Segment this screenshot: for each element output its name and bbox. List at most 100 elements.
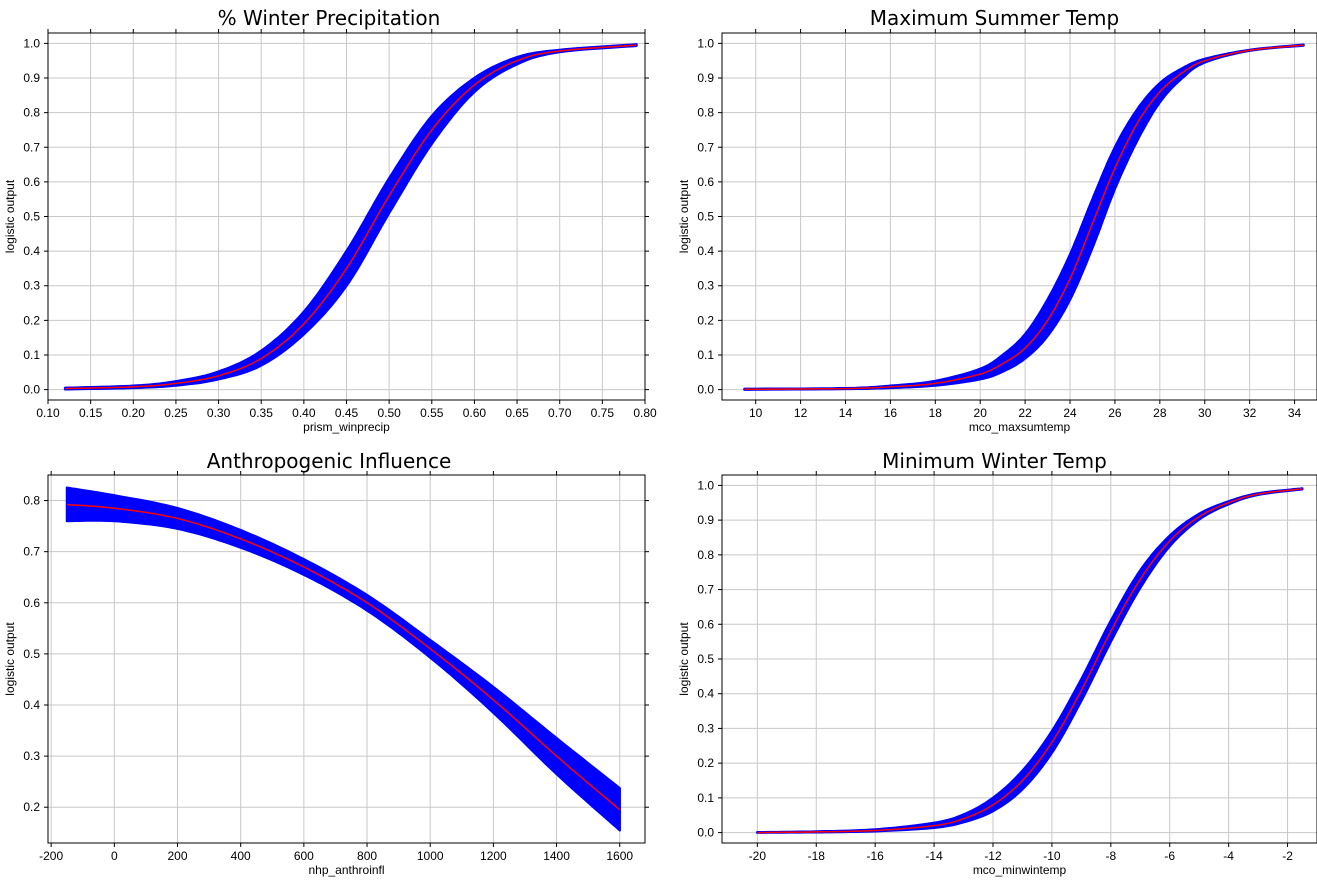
x-tick-label: 0.25 — [164, 406, 188, 420]
chart-title: Maximum Summer Temp — [869, 6, 1120, 30]
x-tick-label: 0 — [111, 849, 118, 863]
y-tick-label: 0.3 — [23, 279, 40, 293]
x-tick-label: 200 — [167, 849, 187, 863]
x-tick-label: 1200 — [480, 849, 507, 863]
y-tick-label: 0.3 — [23, 749, 40, 763]
x-tick-label: 10 — [749, 406, 763, 420]
x-tick-label: 0.80 — [633, 406, 657, 420]
x-tick-label: 0.20 — [122, 406, 146, 420]
series-mean-line — [66, 503, 621, 811]
y-tick-label: 0.8 — [23, 106, 40, 120]
x-tick-label: 18 — [929, 406, 943, 420]
y-tick-label: 1.0 — [697, 36, 714, 50]
x-tick-label: -16 — [866, 849, 884, 863]
x-tick-label: 24 — [1063, 406, 1077, 420]
chart-title: Minimum Winter Temp — [882, 449, 1107, 473]
y-axis-label: logistic output — [3, 179, 17, 253]
x-tick-label: 800 — [357, 849, 377, 863]
y-tick-label: 0.3 — [697, 279, 714, 293]
x-tick-label: 1400 — [543, 849, 570, 863]
x-tick-label: 600 — [294, 849, 314, 863]
y-tick-label: 0.5 — [23, 647, 40, 661]
x-tick-label: 1000 — [417, 849, 444, 863]
y-tick-label: 0.5 — [23, 210, 40, 224]
y-tick-label: 0.2 — [697, 756, 714, 770]
chart-plot: -20 -18 -16 -14 -12 -10 -8 -6 -4 -2 0.0 0.1 0.2 0.3 0.… — [677, 471, 1317, 877]
chart-plot: -200 0 200 400 600 800 1000 1200 1400 1600 0.2 0.3 0… — [3, 471, 649, 877]
y-tick-label: 0.8 — [697, 106, 714, 120]
x-tick-label: 14 — [839, 406, 853, 420]
x-tick-label: 0.60 — [463, 406, 487, 420]
series-mean-line — [744, 44, 1304, 391]
y-tick-label: 0.5 — [697, 652, 714, 666]
chart-panel-anthropogenic-influence: Anthropogenic Influence -200 0 200 400 600 80… — [0, 443, 658, 886]
y-tick-label: 0.0 — [697, 383, 714, 397]
x-axis-label: nhp_anthroinfl — [308, 863, 384, 877]
x-tick-label: -18 — [808, 849, 826, 863]
y-tick-label: 0.0 — [23, 383, 40, 397]
x-tick-label: -20 — [749, 849, 767, 863]
y-tick-label: 0.6 — [23, 596, 40, 610]
x-tick-label: -8 — [1105, 849, 1116, 863]
y-tick-label: 0.9 — [697, 513, 714, 527]
chart-panel-min-winter-temp: Minimum Winter Temp -20 -18 -16 -14 -12 -10 -8… — [672, 443, 1317, 886]
series-mean-line — [65, 44, 637, 390]
chart-plot: 10 12 14 16 18 20 22 24 26 28 30 32 34 0.0 0.1 0.2 0.3 0.… — [677, 29, 1317, 434]
series-band — [743, 43, 1305, 391]
y-tick-label: 0.9 — [697, 71, 714, 85]
x-axis-label: prism_winprecip — [303, 420, 390, 434]
x-tick-label: 32 — [1243, 406, 1257, 420]
y-tick-label: 1.0 — [697, 478, 714, 492]
plot-frame — [47, 474, 646, 844]
x-tick-label: 0.70 — [548, 406, 572, 420]
y-tick-label: 0.6 — [697, 175, 714, 189]
y-tick-label: 0.6 — [697, 617, 714, 631]
x-tick-label: 30 — [1198, 406, 1212, 420]
x-tick-label: 0.65 — [505, 406, 529, 420]
y-tick-label: 0.0 — [697, 826, 714, 840]
x-tick-label: 0.40 — [292, 406, 316, 420]
y-axis-label: logistic output — [677, 179, 691, 253]
chart-title: % Winter Precipitation — [217, 6, 441, 30]
x-tick-label: -4 — [1223, 849, 1234, 863]
series-mean-line — [757, 488, 1303, 834]
x-tick-label: 0.45 — [335, 406, 359, 420]
x-tick-label: 0.75 — [591, 406, 615, 420]
x-tick-label: 34 — [1288, 406, 1302, 420]
x-tick-label: 26 — [1108, 406, 1122, 420]
x-tick-label: 0.15 — [79, 406, 103, 420]
y-tick-label: 1.0 — [23, 36, 40, 50]
y-tick-label: 0.7 — [697, 583, 714, 597]
x-tick-label: 20 — [974, 406, 988, 420]
x-tick-label: -14 — [925, 849, 943, 863]
y-axis-label: logistic output — [3, 622, 17, 696]
x-tick-label: 12 — [794, 406, 808, 420]
y-tick-label: 0.8 — [23, 494, 40, 508]
x-axis-label: mco_maxsumtemp — [969, 420, 1071, 434]
y-tick-label: 0.3 — [697, 721, 714, 735]
x-tick-label: 28 — [1153, 406, 1167, 420]
x-tick-label: 0.50 — [377, 406, 401, 420]
series-band — [756, 487, 1304, 834]
y-tick-label: 0.7 — [23, 545, 40, 559]
x-tick-label: -10 — [1043, 849, 1061, 863]
y-tick-label: 0.2 — [23, 800, 40, 814]
y-tick-label: 0.7 — [23, 140, 40, 154]
x-tick-label: 400 — [231, 849, 251, 863]
x-tick-label: 16 — [884, 406, 898, 420]
x-tick-label: -12 — [984, 849, 1002, 863]
y-tick-label: 0.6 — [23, 175, 40, 189]
x-tick-label: 0.30 — [207, 406, 231, 420]
y-tick-label: 0.2 — [697, 313, 714, 327]
y-tick-label: 0.1 — [697, 791, 714, 805]
chart-title: Anthropogenic Influence — [206, 449, 452, 473]
x-tick-label: 0.10 — [36, 406, 60, 420]
y-tick-label: 0.5 — [697, 210, 714, 224]
y-tick-label: 0.7 — [697, 140, 714, 154]
y-tick-label: 0.4 — [697, 244, 714, 258]
y-tick-label: 0.9 — [23, 71, 40, 85]
series-band — [65, 486, 621, 832]
x-tick-label: 22 — [1018, 406, 1032, 420]
y-tick-label: 0.1 — [23, 348, 40, 362]
x-axis-label: mco_minwintemp — [973, 863, 1067, 877]
